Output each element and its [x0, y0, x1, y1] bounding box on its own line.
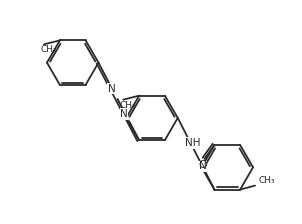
Text: CH₃: CH₃: [40, 45, 57, 54]
Text: O: O: [198, 160, 207, 170]
Text: NH: NH: [185, 138, 200, 148]
Text: CH₃: CH₃: [119, 101, 136, 110]
Text: N: N: [120, 109, 128, 119]
Text: N: N: [199, 162, 207, 171]
Text: CH₃: CH₃: [259, 176, 276, 185]
Text: N: N: [108, 84, 116, 94]
